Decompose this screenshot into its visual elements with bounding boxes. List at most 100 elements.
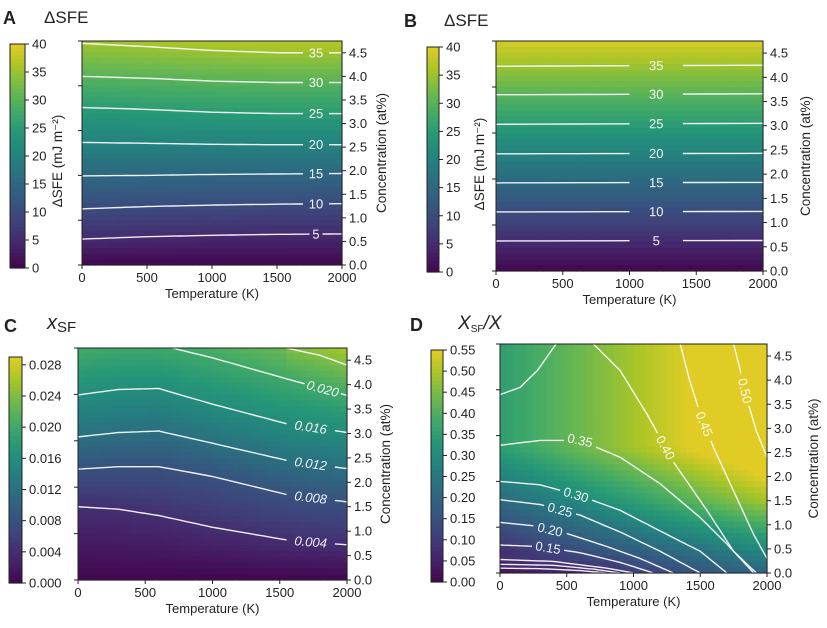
heatmap-cell	[642, 225, 651, 232]
heatmap-cell	[131, 423, 140, 430]
heatmap-cell	[636, 156, 644, 163]
heatmap-cell	[602, 58, 611, 65]
heatmap-cell	[589, 138, 597, 146]
heatmap-cell	[669, 110, 677, 117]
heatmap-cell	[656, 190, 664, 197]
heatmap-cell	[602, 242, 611, 249]
heatmap-cell	[309, 113, 317, 120]
heatmap-cell	[702, 259, 711, 266]
y-tick-label-right: 4.0	[349, 69, 367, 84]
heatmap-cell	[722, 190, 731, 197]
heatmap-cell	[246, 353, 254, 361]
heatmap-cell	[125, 487, 133, 494]
heatmap-cell	[549, 230, 557, 238]
heatmap-cell	[756, 173, 764, 180]
heatmap-cell	[696, 225, 704, 232]
heatmap-cell	[205, 231, 213, 238]
heatmap-cell	[218, 125, 226, 132]
heatmap-cell	[662, 87, 671, 94]
heatmap-cell	[231, 69, 239, 76]
heatmap-cell	[689, 127, 697, 134]
heatmap-cell	[582, 127, 591, 134]
heatmap-cell	[173, 197, 181, 204]
heatmap-cell	[549, 219, 557, 226]
heatmap-cell	[749, 144, 757, 151]
heatmap-cell	[127, 164, 135, 171]
heatmap-cell	[251, 237, 259, 244]
heatmap-cell	[131, 371, 140, 378]
heatmap-cell	[656, 92, 664, 100]
heatmap-cell	[138, 394, 146, 401]
heatmap-cell	[576, 196, 584, 203]
heatmap-cell	[125, 562, 133, 569]
heatmap-cell	[239, 365, 247, 372]
heatmap-cell	[166, 141, 174, 148]
heatmap-cell	[299, 388, 308, 395]
heatmap-cell	[82, 158, 90, 165]
heatmap-cell	[246, 556, 254, 564]
heatmap-cell	[669, 196, 677, 203]
heatmap-cell	[702, 41, 711, 48]
heatmap-cell	[522, 127, 530, 134]
heatmap-cell	[509, 133, 517, 140]
heatmap-cell	[722, 167, 731, 174]
heatmap-cell	[696, 52, 704, 59]
contour-a-2: 15	[81, 166, 343, 181]
heatmap-cell	[186, 203, 194, 210]
heatmap-cell	[104, 435, 113, 442]
heatmap-cell	[322, 147, 330, 154]
heatmap-cell	[266, 458, 274, 465]
heatmap-cell	[322, 74, 330, 81]
heatmap-cell	[95, 248, 103, 255]
heatmap-cell	[199, 119, 207, 126]
heatmap-cell	[225, 102, 233, 109]
heatmap-cell	[596, 104, 604, 111]
heatmap-cell	[153, 225, 161, 232]
heatmap-cell	[736, 167, 744, 174]
heatmap-cell	[296, 80, 304, 87]
heatmap-cell	[283, 169, 291, 176]
heatmap-cell	[682, 87, 691, 94]
y-tick-label-right: 3.0	[770, 118, 788, 133]
heatmap-cell	[232, 382, 240, 390]
heatmap-cell	[232, 348, 240, 355]
heatmap-cell	[629, 202, 637, 209]
heatmap-cell	[185, 464, 193, 471]
heatmap-cell	[536, 133, 544, 140]
heatmap-cell	[225, 533, 234, 540]
heatmap-cell	[212, 197, 220, 204]
heatmap-cell	[259, 365, 267, 372]
heatmap-cell	[529, 213, 537, 220]
heatmap-cell	[556, 156, 564, 163]
heatmap-cell	[259, 498, 267, 506]
heatmap-cell	[82, 242, 90, 249]
heatmap-cell	[257, 52, 265, 59]
heatmap-cell	[114, 41, 122, 48]
heatmap-cell	[329, 175, 337, 182]
heatmap-cell	[696, 202, 704, 209]
heatmap-cell	[88, 203, 96, 210]
heatmap-cell	[246, 382, 254, 390]
heatmap-cell	[192, 539, 200, 546]
heatmap-cell	[121, 125, 129, 132]
heatmap-cell	[299, 539, 308, 546]
heatmap-cell	[749, 58, 757, 65]
heatmap-cell	[283, 242, 291, 249]
heatmap-cell	[522, 196, 530, 203]
heatmap-cell	[316, 164, 324, 171]
heatmap-cell	[749, 64, 757, 71]
heatmap-cell	[153, 63, 161, 70]
heatmap-cell	[199, 365, 207, 372]
heatmap-cell	[199, 69, 207, 76]
heatmap-cell	[218, 97, 226, 104]
heatmap-cell	[266, 551, 274, 558]
heatmap-cell	[756, 184, 764, 192]
heatmap-cell	[140, 57, 148, 64]
heatmap-cell	[303, 97, 311, 104]
heatmap-cell	[589, 236, 597, 243]
heatmap-cell	[320, 551, 328, 558]
heatmap-cell	[596, 46, 604, 54]
heatmap-cell	[729, 202, 737, 209]
heatmap-cell	[286, 359, 294, 366]
heatmap-cell	[536, 52, 544, 59]
